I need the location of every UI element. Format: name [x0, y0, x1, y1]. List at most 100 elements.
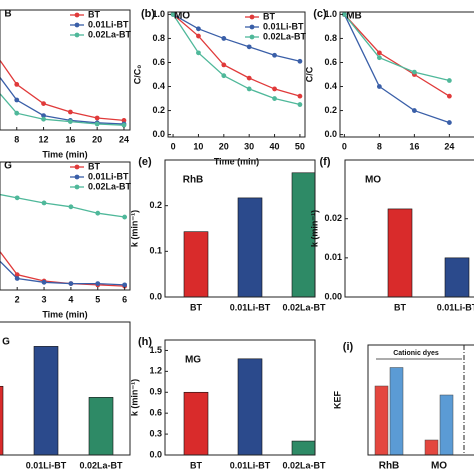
bar	[387, 208, 413, 297]
panel-title: MO	[174, 11, 190, 22]
x-tick-label: 0.01Li-BT	[26, 460, 67, 470]
y-axis-label: k (min⁻¹)	[129, 379, 139, 416]
plot-area	[0, 346, 114, 455]
x-tick-label: 6	[122, 294, 127, 304]
legend-marker	[249, 34, 255, 40]
panel-title: MG	[185, 355, 201, 366]
line	[172, 13, 301, 97]
marker	[14, 276, 20, 281]
panel-title: G	[2, 337, 10, 348]
y-tick-label: 0.0	[149, 291, 162, 301]
marker	[272, 86, 277, 92]
bar	[183, 391, 209, 455]
y-axis-label: KEF	[332, 390, 342, 409]
frame	[339, 11, 474, 138]
x-tick-label: 0.01Li-BT	[230, 302, 271, 312]
x-tick-label: 0.01Li-BT	[230, 460, 271, 470]
line	[0, 59, 125, 122]
x-tick-label: 24	[119, 134, 129, 144]
x-tick-label: BT	[190, 460, 202, 470]
y-tick-label: 0.1	[149, 246, 162, 256]
plot-area	[387, 208, 470, 297]
legend-marker	[74, 32, 80, 38]
x-tick-label: 4	[68, 294, 73, 304]
panel-label: (h)	[138, 336, 152, 348]
line	[0, 76, 124, 125]
bar	[0, 385, 4, 455]
frame	[344, 159, 474, 298]
y-tick-label: 0.2	[324, 105, 337, 115]
panel-label: (c)	[313, 8, 327, 20]
marker	[95, 281, 101, 286]
bar	[424, 439, 439, 455]
panel-label: (f)	[320, 156, 331, 168]
legend-marker	[74, 22, 80, 28]
legend-label: BT	[88, 9, 100, 19]
marker	[297, 102, 303, 107]
bar	[237, 197, 263, 297]
annotation: Cationic dyes	[393, 350, 439, 357]
legend-label: 0.01Li-BT	[88, 19, 129, 29]
plot-area	[0, 59, 127, 128]
bar	[237, 358, 263, 455]
y-tick-label: 0.0	[149, 449, 162, 459]
marker	[14, 97, 20, 103]
bar	[291, 172, 315, 297]
y-tick-label: 0.0	[324, 129, 337, 139]
x-tick-label: 20	[92, 134, 102, 144]
y-tick-label: 1.2	[149, 366, 162, 376]
marker	[14, 195, 20, 201]
marker	[246, 86, 252, 92]
y-axis-label: C/C₀	[132, 65, 142, 85]
panel-title: G	[4, 161, 12, 172]
marker	[446, 78, 452, 83]
panel-title: B	[4, 9, 11, 20]
x-tick-label: 24	[444, 141, 454, 151]
y-axis-label: k (min⁻¹)	[129, 210, 139, 247]
y-tick-label: 0.6	[324, 57, 337, 67]
line	[0, 260, 125, 286]
marker	[94, 121, 100, 127]
y-tick-label: 0.00	[324, 291, 342, 301]
y-tick-label: 0.4	[152, 81, 165, 91]
x-tick-label: MO	[431, 461, 447, 472]
legend-marker	[249, 24, 255, 30]
x-tick-label: RhB	[379, 461, 400, 472]
line	[343, 14, 450, 124]
legend-marker	[74, 184, 80, 190]
marker	[95, 210, 101, 216]
frame	[164, 339, 316, 456]
marker	[376, 50, 382, 56]
y-tick-label: 0.9	[149, 387, 162, 397]
marker	[121, 118, 127, 123]
frame	[164, 159, 316, 298]
marker	[14, 272, 20, 278]
marker	[94, 115, 100, 121]
marker	[272, 96, 277, 101]
y-tick-label: 0.6	[149, 408, 162, 418]
panel-label: (e)	[138, 156, 152, 168]
frame	[0, 321, 131, 456]
plot-area	[170, 12, 303, 107]
marker	[67, 119, 73, 124]
legend-marker	[74, 164, 80, 170]
y-tick-label: 0.2	[149, 200, 162, 210]
frame	[0, 9, 131, 131]
x-axis-label: Time (min)	[42, 149, 87, 159]
frame	[167, 11, 306, 138]
y-tick-label: 0.4	[324, 81, 337, 91]
legend-marker	[74, 174, 80, 180]
x-tick-label: 0	[171, 141, 176, 151]
y-tick-label: 0.2	[152, 105, 165, 115]
frame	[367, 344, 474, 456]
marker	[14, 82, 20, 87]
x-tick-label: 30	[244, 141, 254, 151]
x-tick-label: 12	[39, 134, 49, 144]
legend-label: 0.02La-BT	[263, 31, 307, 41]
y-tick-label: 0.02	[324, 213, 342, 223]
line	[172, 14, 301, 106]
bar	[374, 385, 389, 455]
plot-area	[183, 358, 315, 455]
marker	[246, 75, 252, 81]
